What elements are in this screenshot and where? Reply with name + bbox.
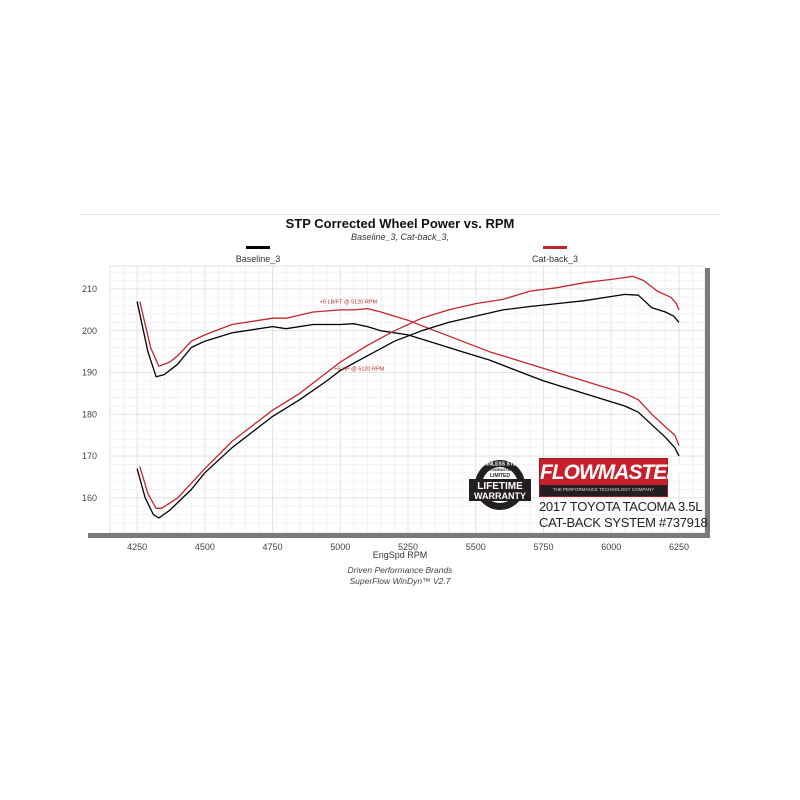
x-tick-label: 6250 [669, 542, 689, 552]
grid [88, 265, 710, 538]
annotation-label: +5 HP @ 5120 RPM [334, 366, 384, 372]
x-tick-label: 5000 [330, 542, 350, 552]
series-line-baseline-3-2 [136, 293, 680, 519]
y-tick-label: 160 [82, 493, 97, 503]
legend-label-catback: Cat-back_3 [531, 254, 579, 264]
annotation-label: +5 LB/FT @ 5120 RPM [320, 300, 378, 306]
chart-subtitle: Baseline_3, Cat-back_3, [350, 232, 450, 242]
x-tick-label: 4750 [263, 542, 283, 552]
x-tick-label: 5500 [466, 542, 486, 552]
series-lines [136, 275, 680, 519]
series-line-cat-back-3-3 [139, 275, 680, 509]
badge-stainless-steel-text: STAINLESS STEEL [477, 462, 522, 468]
chart-title: STP Corrected Wheel Power vs. RPM [285, 216, 515, 231]
lifetime-warranty-badge-icon: STAINLESS STEEL FLOWMASTER LIMITED LIFET… [469, 460, 531, 510]
logo-text: FLOWMASTER [540, 461, 681, 484]
x-tick-label: 4250 [127, 542, 147, 552]
credit-line-2: SuperFlow WinDyn™ V2.7 [349, 576, 451, 586]
credit-line-1: Driven Performance Brands [347, 565, 453, 575]
plot-frame-bottom [88, 533, 710, 538]
y-tick-label: 170 [82, 451, 97, 461]
series-line-cat-back-3-1 [139, 301, 680, 446]
badge-lifetime-text: LIFETIME [477, 481, 523, 492]
x-axis-label: EngSpd RPM [372, 550, 428, 560]
badge-brand-text: FLOWMASTER [487, 468, 513, 472]
y-tick-label: 210 [82, 284, 97, 294]
badge-warranty-text: WARRANTY [474, 491, 526, 501]
y-tick-label: 180 [82, 409, 97, 419]
x-tick-label: 6000 [601, 542, 621, 552]
y-tick-label: 190 [82, 368, 97, 378]
top-divider [80, 214, 720, 215]
plot-frame-right [705, 268, 710, 538]
legend-label-baseline: Baseline_3 [235, 254, 281, 264]
system-label: CAT-BACK SYSTEM #737918 [539, 515, 708, 530]
annotations: +5 LB/FT @ 5120 RPM +5 HP @ 5120 RPM [320, 300, 385, 373]
x-tick-label: 4500 [195, 542, 215, 552]
series-line-baseline-3-0 [136, 301, 680, 457]
logo-tagline: THE PERFORMANCE TECHNOLOGY COMPANY [552, 487, 655, 492]
x-tick-label: 5750 [533, 542, 553, 552]
vehicle-label: 2017 TOYOTA TACOMA 3.5L [539, 499, 703, 514]
legend-swatch-baseline [246, 246, 270, 249]
legend-swatch-catback [543, 246, 567, 249]
y-tick-label: 200 [82, 326, 97, 336]
badge-limited-text: LIMITED [490, 473, 510, 479]
flowmaster-logo: FLOWMASTER THE PERFORMANCE TECHNOLOGY CO… [539, 458, 681, 497]
x-tick-label: 5250 [398, 542, 418, 552]
axis-ticks: 4250 4500 4750 5000 5250 5500 5750 6000 6250 160 1… [82, 284, 689, 552]
logo-bar [540, 485, 667, 496]
